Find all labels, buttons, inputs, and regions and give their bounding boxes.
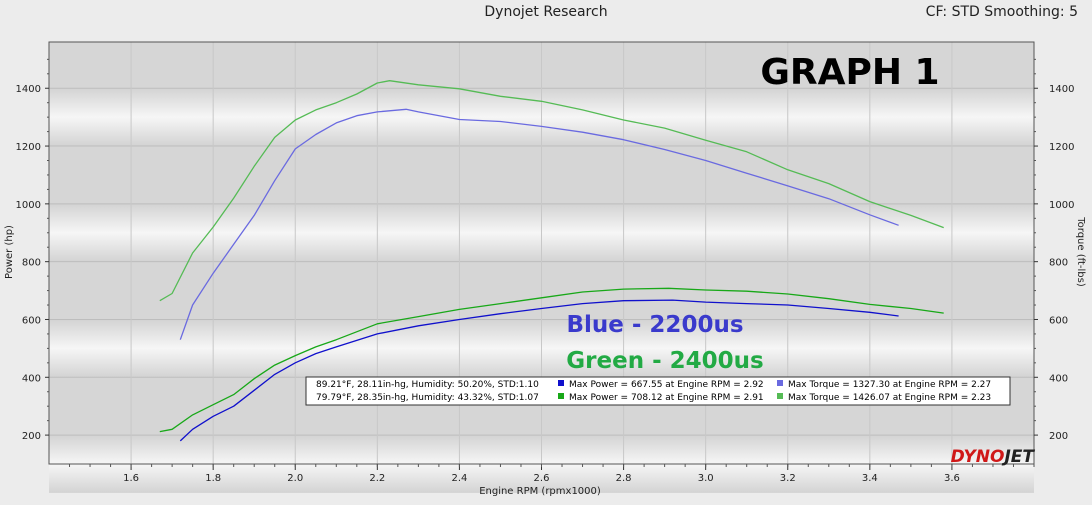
y-axis-left-title: Power (hp)	[4, 225, 15, 279]
x-tick-label: 3.2	[780, 473, 796, 484]
y-axis-right-title: Torque (ft-lbs)	[1075, 216, 1086, 287]
x-tick-label: 2.4	[451, 473, 467, 484]
dynojet-logo-part-a: DYNO	[951, 447, 1005, 467]
y-tick-label-left: 800	[22, 258, 41, 269]
x-tick-label: 3.4	[862, 473, 878, 484]
y-tick-label-right: 200	[1049, 431, 1068, 442]
legend-conditions-2: 79.79°F, 28.35in-hg, Humidity: 43.32%, S…	[316, 393, 539, 403]
legend-power-1: Max Power = 667.55 at Engine RPM = 2.92	[569, 380, 764, 390]
y-tick-label-right: 1400	[1049, 84, 1074, 95]
y-tick-label-right: 600	[1049, 315, 1068, 326]
x-axis-title: Engine RPM (rpmx1000)	[479, 486, 601, 497]
x-tick-label: 1.8	[205, 473, 221, 484]
series-line-1	[179, 299, 899, 442]
graph-label: GRAPH 1	[760, 52, 939, 93]
x-tick-label: 2.6	[534, 473, 550, 484]
series-line-2	[179, 108, 899, 340]
legend-power-2: Max Power = 708.12 at Engine RPM = 2.91	[569, 393, 764, 403]
y-tick-label-left: 200	[22, 431, 41, 442]
x-tick-label: 1.6	[123, 473, 139, 484]
legend-swatch-power-2	[558, 393, 564, 399]
series-line-3	[159, 287, 944, 433]
y-tick-label-right: 1000	[1049, 200, 1074, 211]
y-tick-label-left: 1400	[16, 84, 41, 95]
dyno-curves	[159, 80, 944, 442]
y-tick-label-left: 600	[22, 315, 41, 326]
blue-note: Blue - 2200us	[566, 312, 743, 338]
chart-title: Dynojet Research	[484, 4, 608, 20]
y-tick-label-left: 400	[22, 373, 41, 384]
y-tick-label-right: 800	[1049, 258, 1068, 269]
y-tick-label-left: 1200	[16, 142, 41, 153]
y-tick-label-right: 400	[1049, 373, 1068, 384]
legend-swatch-torque-1	[777, 380, 783, 386]
legend-torque-1: Max Torque = 1327.30 at Engine RPM = 2.2…	[788, 380, 991, 390]
legend-box: 89.21°F, 28.11in-hg, Humidity: 50.20%, S…	[305, 376, 1011, 406]
green-note: Green - 2400us	[566, 348, 763, 374]
legend-conditions-1: 89.21°F, 28.11in-hg, Humidity: 50.20%, S…	[316, 380, 539, 390]
x-axis: 1.6 1.8 2.0 2.2 2.4 2.6 2.8 3.0 3.2 3.4 3.6	[69, 464, 1035, 484]
x-tick-label: 2.0	[287, 473, 303, 484]
y-tick-label-left: 1000	[16, 200, 41, 211]
legend-swatch-torque-2	[777, 393, 783, 399]
cf-smoothing-label: CF: STD Smoothing: 5	[925, 4, 1078, 20]
y-axis-right: 200 400 600 800 1000 1200 1400	[1034, 58, 1074, 442]
series-line-4	[159, 80, 944, 302]
legend-torque-2: Max Torque = 1426.07 at Engine RPM = 2.2…	[788, 393, 991, 403]
dynojet-logo: DYNOJET	[951, 447, 1036, 467]
x-tick-label: 3.6	[944, 473, 960, 484]
x-tick-label: 2.2	[369, 473, 385, 484]
dynojet-logo-part-b: JET	[1001, 447, 1035, 467]
x-tick-label: 3.0	[698, 473, 714, 484]
x-tick-label: 2.8	[616, 473, 632, 484]
y-axis-left: 200 400 600 800 1000 1200 1400	[16, 58, 49, 442]
legend-swatch-power-1	[558, 380, 564, 386]
y-tick-label-right: 1200	[1049, 142, 1074, 153]
